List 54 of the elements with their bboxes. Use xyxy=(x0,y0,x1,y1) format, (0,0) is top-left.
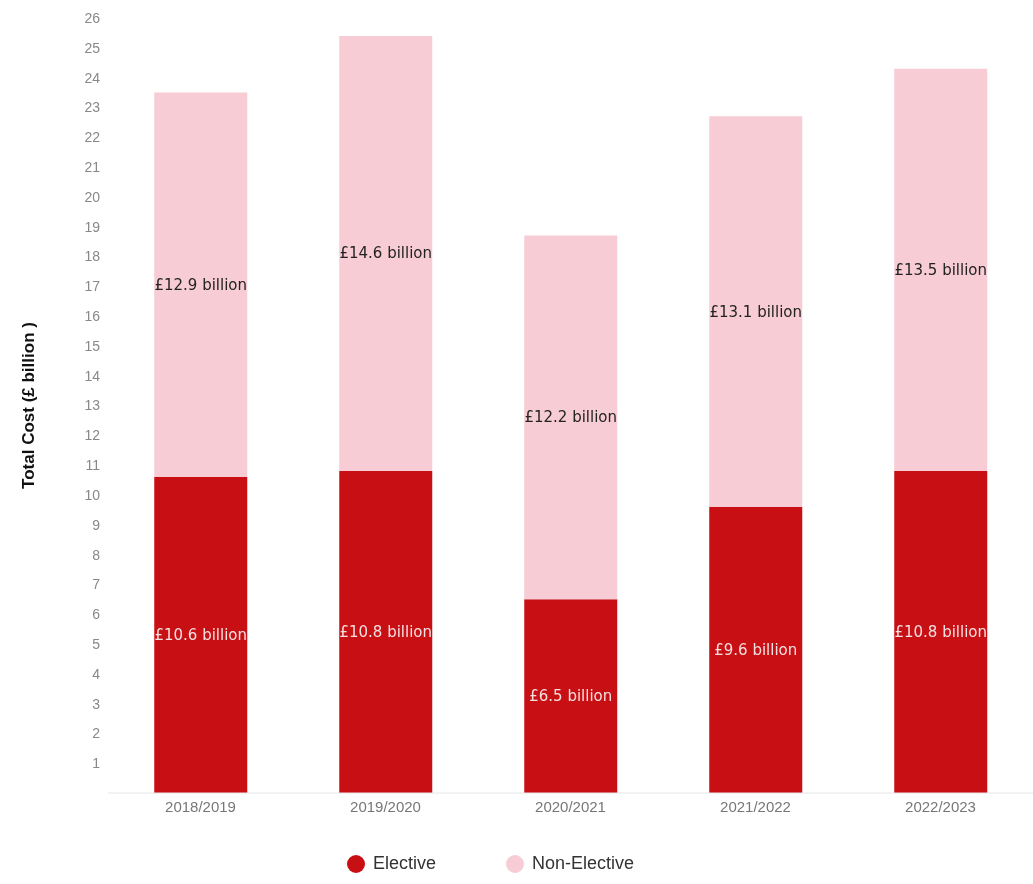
y-tick-label: 25 xyxy=(84,39,101,56)
y-tick-label: 10 xyxy=(84,486,101,503)
y-tick-label: 12 xyxy=(84,427,101,444)
x-tick-label: 2019/2020 xyxy=(350,797,421,815)
y-tick-label: 23 xyxy=(84,99,101,116)
y-axis-title: Total Cost (£ billion ) xyxy=(19,322,39,489)
y-tick-label: 19 xyxy=(84,218,101,235)
bar xyxy=(524,599,618,793)
bar xyxy=(339,35,433,472)
legend-label: Non-Elective xyxy=(531,853,635,873)
y-tick-label: 2 xyxy=(92,725,101,742)
y-tick-label: 13 xyxy=(84,397,101,414)
y-tick-label: 24 xyxy=(84,69,101,86)
data-label: £13.5 billion xyxy=(894,260,988,279)
x-tick-label: 2020/2021 xyxy=(535,797,606,815)
y-tick-label: 16 xyxy=(84,308,101,325)
y-tick-label: 20 xyxy=(84,188,101,205)
bar xyxy=(154,92,248,478)
y-tick-label: 5 xyxy=(92,635,101,652)
y-tick-label: 15 xyxy=(84,337,101,354)
legend-label: Elective xyxy=(372,853,436,873)
y-tick-label: 9 xyxy=(92,516,101,533)
y-tick-label: 7 xyxy=(92,576,101,593)
y-tick-label: 1 xyxy=(92,755,101,772)
x-tick-label: 2018/2019 xyxy=(165,797,236,815)
data-label: £9.6 billion xyxy=(714,640,798,659)
data-label: £12.2 billion xyxy=(524,408,618,427)
y-tick-label: 11 xyxy=(85,457,101,474)
y-tick-label: 22 xyxy=(84,129,101,146)
bar xyxy=(894,471,988,793)
bar xyxy=(894,68,988,472)
y-tick-label: 14 xyxy=(84,367,101,384)
y-tick-label: 4 xyxy=(92,665,101,682)
y-tick-label: 8 xyxy=(92,546,101,563)
data-label: £13.1 billion xyxy=(709,302,803,321)
data-label: £14.6 billion xyxy=(339,244,433,263)
y-tick-label: 18 xyxy=(84,248,101,265)
y-tick-label: 17 xyxy=(84,278,101,295)
bar xyxy=(339,471,433,793)
data-label: £6.5 billion xyxy=(529,687,613,706)
data-label: £10.8 billion xyxy=(339,623,433,642)
bar xyxy=(524,235,618,600)
y-tick-label: 3 xyxy=(92,695,101,712)
y-tick-label: 26 xyxy=(84,9,101,26)
bar xyxy=(709,116,803,507)
x-tick-label: 2022/2023 xyxy=(905,797,976,815)
y-tick-label: 21 xyxy=(84,159,101,176)
data-label: £10.6 billion xyxy=(154,626,248,645)
bar xyxy=(709,506,803,793)
y-tick-label: 6 xyxy=(92,606,101,623)
bar xyxy=(154,477,248,793)
data-label: £12.9 billion xyxy=(154,275,248,294)
x-tick-label: 2021/2022 xyxy=(720,797,791,815)
data-label: £10.8 billion xyxy=(894,623,988,642)
